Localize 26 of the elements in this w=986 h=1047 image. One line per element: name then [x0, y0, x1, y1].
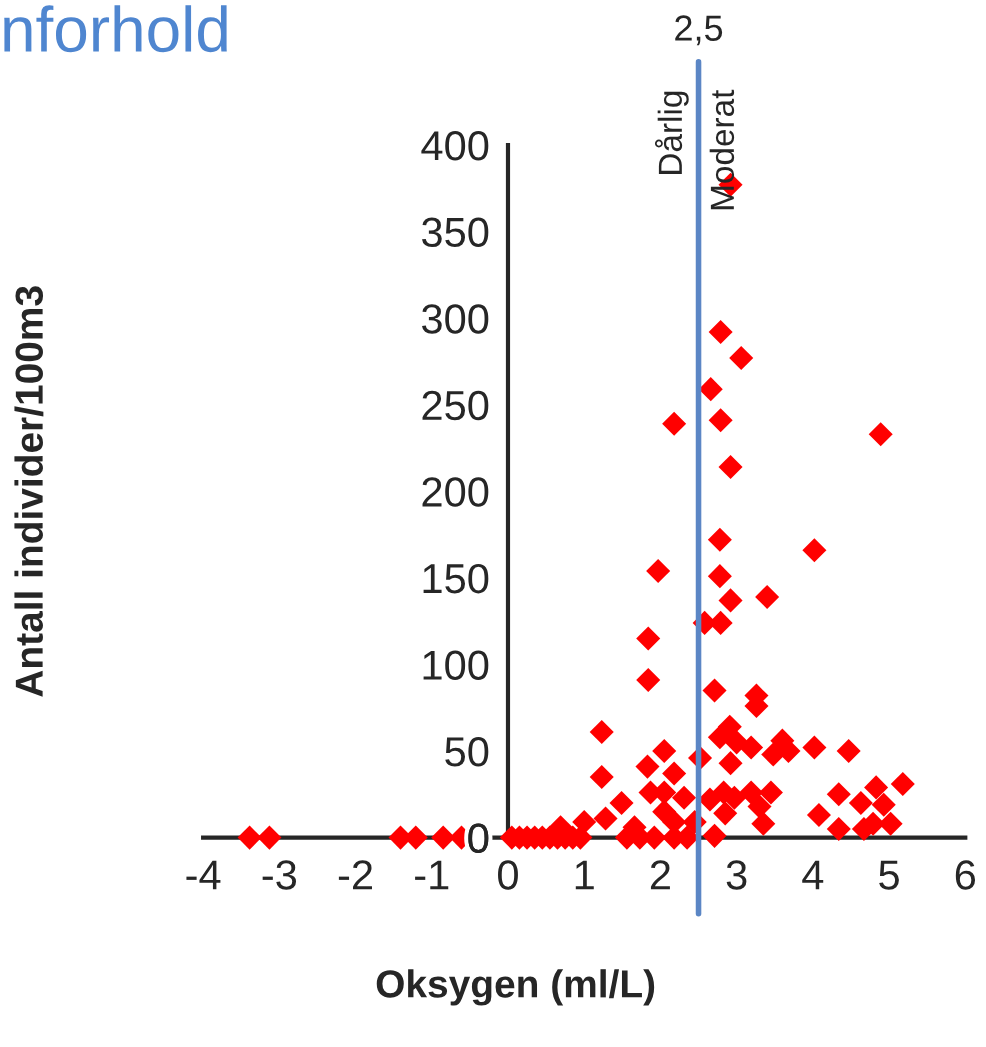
x-tick-label: 1: [575, 860, 594, 890]
x-tick-label: 3: [726, 860, 747, 890]
y-axis-title: Antall individer/100m3: [14, 286, 44, 697]
y-tick-label: 150: [423, 563, 489, 594]
x-tick-label: -4: [186, 860, 221, 890]
x-tick-label: 0: [498, 860, 518, 890]
x-tick-label: 6: [955, 860, 976, 890]
y-tick-label: 400: [421, 131, 489, 161]
y-tick-label: 0: [468, 823, 489, 854]
y-tick-label: 50: [445, 737, 489, 767]
x-tick-label: 5: [879, 860, 899, 890]
x-tick-label: -1: [415, 860, 449, 890]
chart-title: nforhold: [4, 5, 227, 53]
annotation: Moderat: [709, 89, 735, 210]
x-tick-label: 4: [802, 860, 824, 890]
x-tick-label: 2: [650, 860, 670, 890]
x-axis-title: Oksygen (ml/L): [376, 969, 655, 1006]
x-tick-label: -3: [262, 860, 297, 890]
y-tick-label: 300: [422, 304, 489, 334]
annotation: Dårlig: [654, 91, 689, 174]
y-tick-label: 250: [422, 390, 489, 421]
x-tick-label: -2: [338, 860, 372, 890]
ref-line-label: 2,5: [675, 15, 723, 46]
y-tick-label: 100: [423, 650, 489, 680]
y-tick-label: 200: [422, 477, 489, 507]
y-tick-label: 350: [422, 217, 489, 248]
